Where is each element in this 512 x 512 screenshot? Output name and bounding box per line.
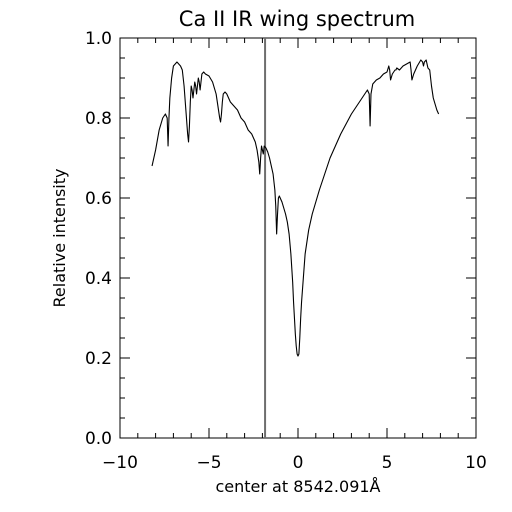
x-tick-labels: −10 −5 0 5 10 xyxy=(102,453,487,473)
x-tick-label: −10 xyxy=(102,453,138,473)
axis-ticks xyxy=(119,37,477,439)
y-tick-label: 0.4 xyxy=(85,269,112,289)
y-tick-label: 1.0 xyxy=(85,29,112,49)
y-axis-label: Relative intensity xyxy=(50,169,69,308)
y-tick-label: 0.8 xyxy=(85,109,112,129)
y-tick-label: 0.2 xyxy=(85,349,112,369)
y-tick-labels: 0.0 0.2 0.4 0.6 0.8 1.0 xyxy=(85,29,112,449)
x-tick-label: 0 xyxy=(293,453,304,473)
x-axis-label: center at 8542.091Å xyxy=(215,477,380,496)
y-tick-label: 0.0 xyxy=(85,429,112,449)
x-tick-label: 10 xyxy=(465,453,487,473)
spectrum-line xyxy=(151,59,440,357)
plot-frame xyxy=(119,37,477,439)
x-tick-label: 5 xyxy=(382,453,393,473)
y-tick-label: 0.6 xyxy=(85,189,112,209)
x-tick-label: −5 xyxy=(196,453,221,473)
chart-title: Ca II IR wing spectrum xyxy=(179,7,415,31)
